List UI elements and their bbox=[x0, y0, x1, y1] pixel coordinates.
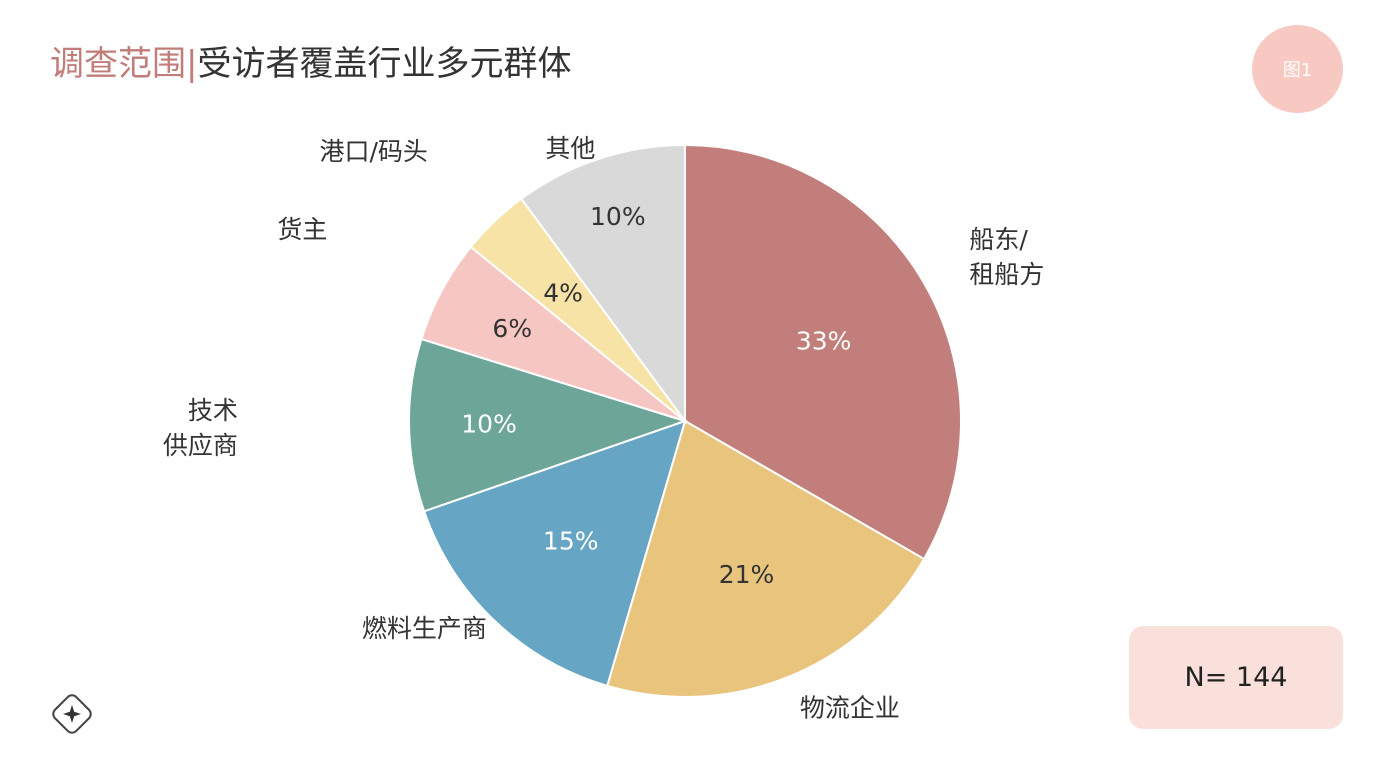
slice-value-label: 10% bbox=[461, 410, 517, 439]
slice-category-label: 船东/租船方 bbox=[969, 225, 1044, 289]
slice-value-label: 4% bbox=[543, 279, 583, 308]
pie-slice bbox=[408, 337, 689, 513]
slice-category-label: 货主 bbox=[277, 215, 327, 244]
page-title-accent: 调查范围 bbox=[50, 44, 186, 84]
slice-category-label: 技术供应商 bbox=[163, 396, 238, 460]
page-title: 调查范围|受访者覆盖行业多元群体 bbox=[50, 40, 571, 88]
sparkle-icon[interactable] bbox=[46, 688, 98, 740]
pie-slice bbox=[519, 143, 686, 425]
pie-slice bbox=[606, 419, 926, 698]
slice-value-label: 33% bbox=[796, 326, 852, 355]
slice-value-label: 10% bbox=[590, 202, 646, 231]
pie-slice bbox=[684, 143, 962, 561]
slice-category-label: 其他 bbox=[545, 134, 595, 163]
slice-value-label: 15% bbox=[543, 526, 599, 555]
figure-badge: 图1 bbox=[1252, 25, 1343, 113]
slice-value-label: 6% bbox=[492, 314, 532, 343]
slice-value-label: 21% bbox=[719, 560, 775, 589]
slice-category-label: 港口/码头 bbox=[319, 137, 427, 166]
pie-slice bbox=[422, 419, 687, 688]
page-title-rest: 受访者覆盖行业多元群体 bbox=[197, 44, 572, 84]
slice-category-label: 燃料生产商 bbox=[362, 614, 487, 643]
slice-category-label: 物流企业 bbox=[800, 693, 900, 722]
page-title-separator: | bbox=[186, 44, 198, 84]
sample-size-box: N= 144 bbox=[1129, 626, 1343, 729]
